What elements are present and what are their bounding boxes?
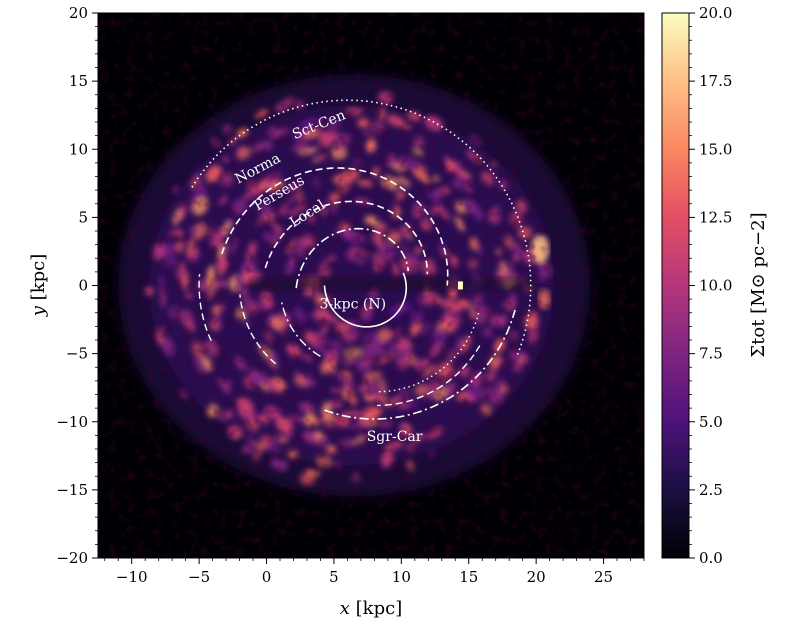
y-tick-label: −20 bbox=[56, 549, 88, 567]
arm-curve bbox=[264, 200, 429, 275]
x-axis-ticks: −10 −5 0 5 10 15 20 25 bbox=[104, 558, 645, 586]
colorbar-tick-label: 2.5 bbox=[699, 481, 723, 499]
y-tick-label: −5 bbox=[66, 345, 88, 363]
arm-curve bbox=[221, 167, 449, 286]
x-tick-label: −10 bbox=[116, 568, 148, 586]
y-tick-label: 15 bbox=[69, 72, 88, 90]
arm-label: Sgr-Car bbox=[367, 429, 423, 445]
x-tick-label: 0 bbox=[262, 568, 272, 586]
x-tick-label: 20 bbox=[527, 568, 546, 586]
arm-curve bbox=[191, 99, 532, 356]
y-axis-label: y [kpc] bbox=[28, 254, 49, 317]
y-tick-label: 0 bbox=[78, 277, 88, 295]
spiral-arm-overlays bbox=[191, 99, 532, 420]
y-tick-label: −15 bbox=[56, 481, 88, 499]
colorbar-tick-label: 10.0 bbox=[699, 277, 732, 295]
noise-texture bbox=[98, 13, 644, 558]
arm-curve bbox=[377, 312, 480, 393]
colorbar-ticks: 0.0 2.5 5.0 7.5 10.0 12.5 15.0 17.5 20.0 bbox=[689, 4, 732, 567]
x-tick-label: −5 bbox=[188, 568, 210, 586]
arm-curve bbox=[324, 309, 516, 420]
arm-curve bbox=[198, 274, 212, 342]
y-tick-label: 10 bbox=[69, 140, 88, 158]
y-axis-ticks: −20 −15 −10 −5 0 5 10 15 20 bbox=[56, 4, 98, 567]
x-tick-label: 25 bbox=[594, 568, 613, 586]
colorbar-tick-label: 20.0 bbox=[699, 4, 732, 22]
x-tick-label: 5 bbox=[329, 568, 339, 586]
colorbar-label: Σtot [M⊙ pc−2] bbox=[748, 212, 769, 357]
density-image bbox=[98, 13, 644, 558]
y-tick-label: 5 bbox=[78, 208, 88, 226]
arm-curve bbox=[377, 345, 481, 407]
bright-marker bbox=[457, 281, 463, 290]
arm-curve bbox=[280, 299, 321, 357]
colorbar bbox=[661, 12, 690, 559]
colorbar-tick-label: 0.0 bbox=[699, 549, 723, 567]
colorbar-tick-label: 5.0 bbox=[699, 413, 723, 431]
x-tick-label: 15 bbox=[459, 568, 478, 586]
y-tick-label: 20 bbox=[69, 4, 88, 22]
colorbar-tick-label: 7.5 bbox=[699, 345, 723, 363]
y-tick-label: −10 bbox=[56, 413, 88, 431]
colorbar-tick-label: 17.5 bbox=[699, 72, 732, 90]
arm-curve bbox=[239, 294, 277, 365]
arm-curve bbox=[323, 272, 408, 328]
x-tick-label: 10 bbox=[392, 568, 411, 586]
arm-label: 3-kpc (N) bbox=[320, 297, 387, 313]
colorbar-tick-label: 12.5 bbox=[699, 208, 732, 226]
colorbar-tick-label: 15.0 bbox=[699, 140, 732, 158]
arm-curve bbox=[295, 227, 409, 289]
x-axis-label: x [kpc] bbox=[340, 598, 402, 619]
